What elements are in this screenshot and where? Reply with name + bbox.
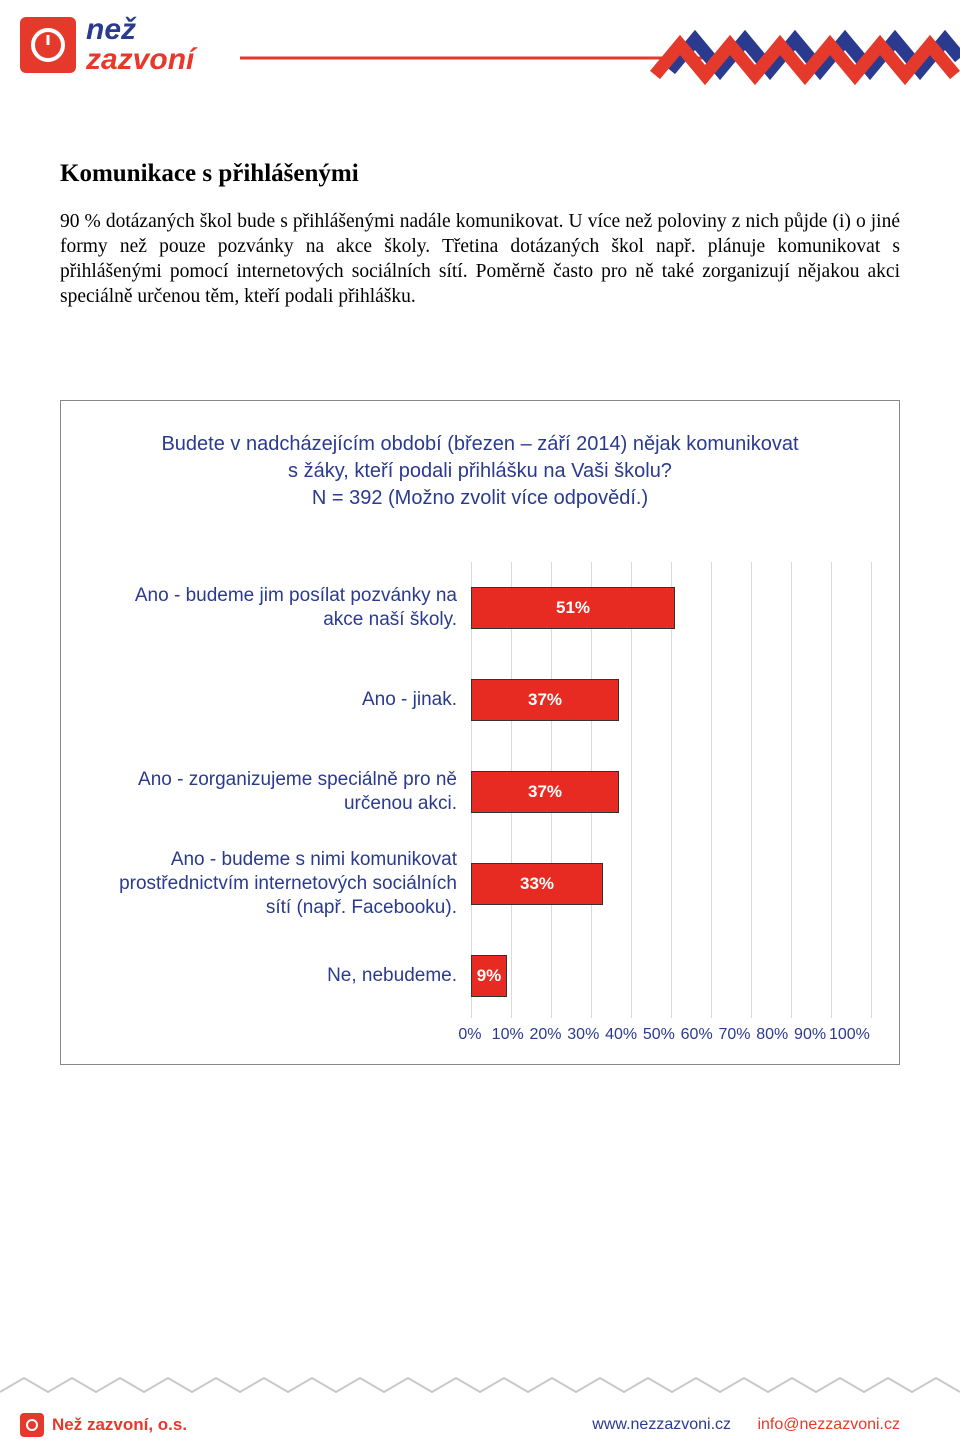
x-tick: 10% [489,1026,527,1044]
clock-icon [20,17,76,73]
bar-zone: 51% [471,587,869,629]
x-tick: 20% [527,1026,565,1044]
chart-title-line2: s žáky, kteří podali přihlášku na Vaši š… [288,460,672,482]
x-tick: 40% [602,1026,640,1044]
bar: 51% [471,587,675,629]
chart-x-axis: 0%10%20%30%40%50%60%70%80%90%100% [471,1026,869,1044]
footer-zigzag-icon [0,1372,960,1400]
chart-container: Budete v nadcházejícím období (březen – … [60,400,900,1065]
header-zigzag-icon [240,30,960,85]
section-title: Komunikace s přihlášenými [60,160,900,188]
bar-zone: 9% [471,955,869,997]
chart-row: Ano - budeme jim posílat pozvánky na akc… [91,562,869,654]
footer-mail: info@nezzazvoni.cz [757,1416,900,1433]
body-paragraph: 90 % dotázaných škol bude s přihlášenými… [60,210,900,310]
brand-text: než zazvoní [86,15,194,75]
x-tick: 0% [451,1026,489,1044]
chart-title-line3: N = 392 (Možno zvolit více odpovědí.) [312,487,648,509]
chart-rows: Ano - budeme jim posílat pozvánky na akc… [91,562,869,1022]
category-label: Ano - jinak. [91,688,471,712]
page-header: než zazvoní [0,0,960,100]
footer-org: Než zazvoní, o.s. [20,1413,187,1437]
x-tick: 30% [564,1026,602,1044]
footer-web: www.nezzazvoni.cz [592,1416,731,1433]
page-footer: Než zazvoní, o.s. www.nezzazvoni.cz info… [0,1372,960,1452]
category-label: Ne, nebudeme. [91,964,471,988]
x-tick: 90% [791,1026,829,1044]
x-tick: 50% [640,1026,678,1044]
chart-row: Ano - budeme s nimi komunikovat prostřed… [91,838,869,930]
brand-line2: zazvoní [86,45,194,75]
bar: 37% [471,679,619,721]
chart-row: Ano - jinak.37% [91,654,869,746]
chart-row: Ano - zorganizujeme speciálně pro ně urč… [91,746,869,838]
chart-plot: Ano - budeme jim posílat pozvánky na akc… [91,562,869,1044]
x-tick: 100% [829,1026,869,1044]
bar: 9% [471,955,507,997]
bar-zone: 33% [471,863,869,905]
category-label: Ano - budeme jim posílat pozvánky na akc… [91,584,471,632]
x-tick: 60% [678,1026,716,1044]
x-tick: 70% [716,1026,754,1044]
footer-links: www.nezzazvoni.cz info@nezzazvoni.cz [592,1416,900,1434]
bar: 33% [471,863,603,905]
chart-title-line1: Budete v nadcházejícím období (březen – … [161,433,798,455]
footer-org-text: Než zazvoní, o.s. [52,1415,187,1435]
category-label: Ano - budeme s nimi komunikovat prostřed… [91,848,471,919]
category-label: Ano - zorganizujeme speciálně pro ně urč… [91,768,471,816]
brand-line1: než [86,15,194,45]
chart-title: Budete v nadcházejícím období (březen – … [91,431,869,512]
x-tick: 80% [753,1026,791,1044]
chart-row: Ne, nebudeme.9% [91,930,869,1022]
bar-zone: 37% [471,679,869,721]
footer-clock-icon [20,1413,44,1437]
bar-zone: 37% [471,771,869,813]
page-content: Komunikace s přihlášenými 90 % dotázanýc… [0,100,960,1065]
bar: 37% [471,771,619,813]
